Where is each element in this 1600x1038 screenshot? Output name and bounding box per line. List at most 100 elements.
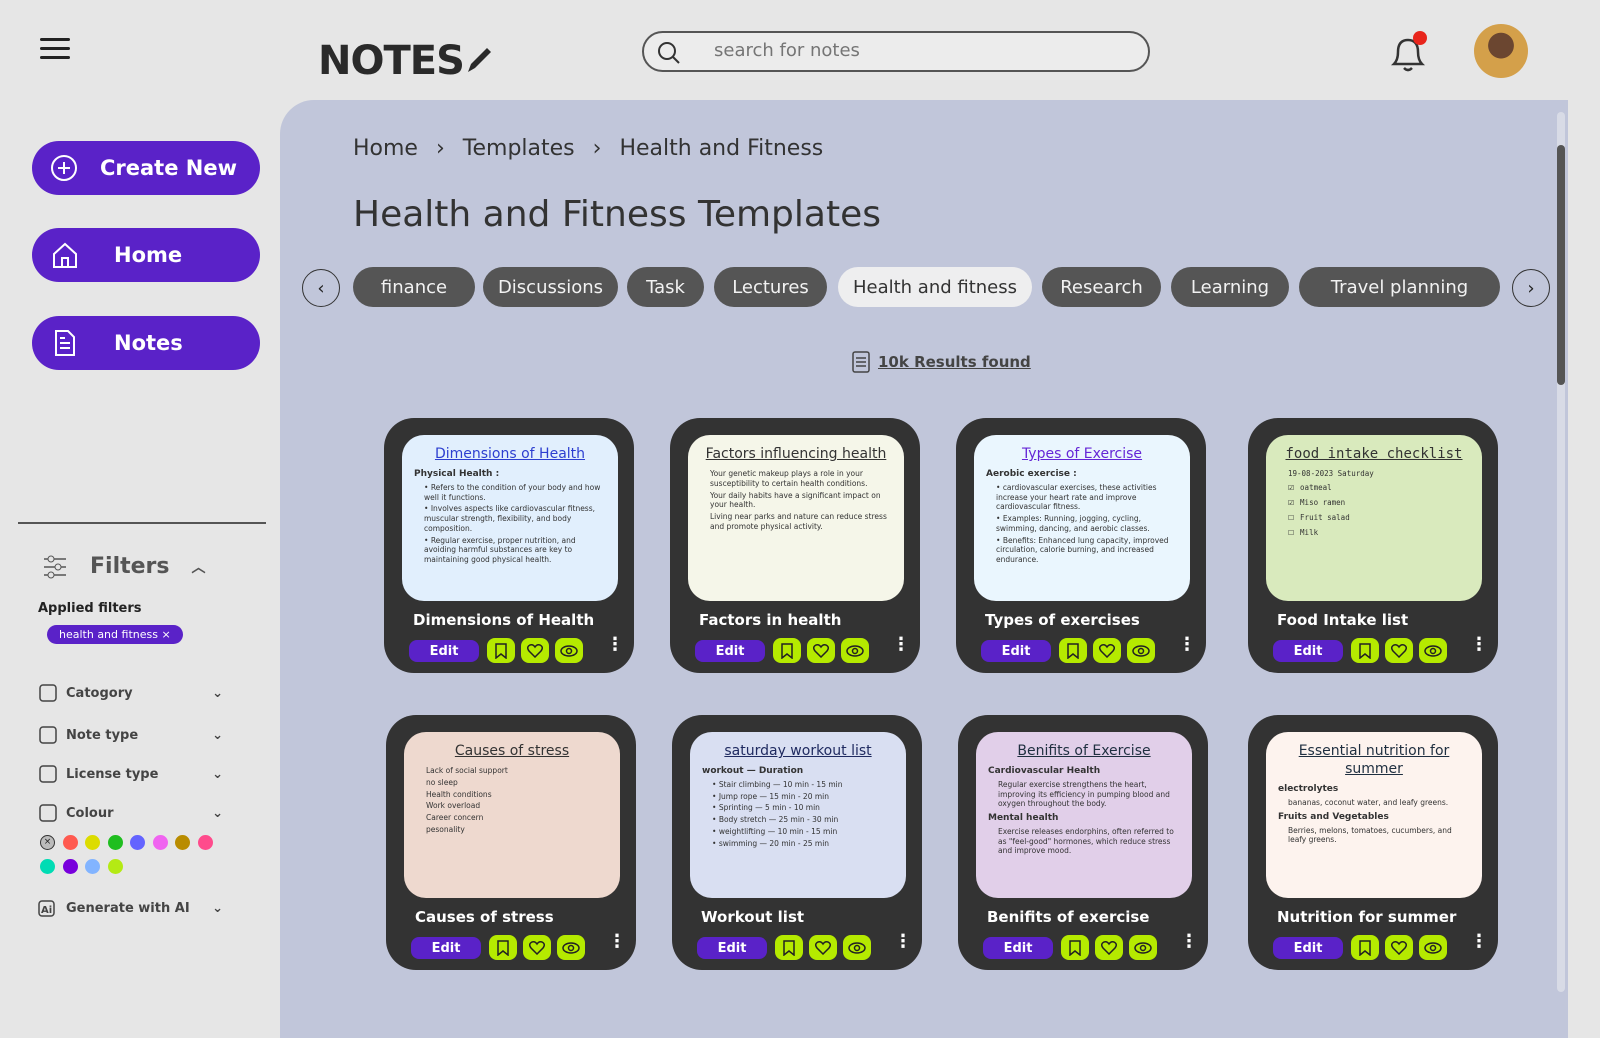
filter-colour[interactable]: Colour ⌄ (38, 803, 223, 823)
colour-swatch[interactable] (85, 859, 100, 874)
like-button[interactable] (1093, 638, 1121, 663)
like-button[interactable] (1095, 935, 1123, 960)
card-preview[interactable]: Benifits of Exercise Cardiovascular Healt… (976, 732, 1192, 898)
tab-task[interactable]: Task (627, 267, 704, 307)
hamburger-menu-icon[interactable] (40, 38, 70, 60)
generate-ai-filter[interactable]: Ai Generate with AI ⌄ (38, 898, 223, 918)
colour-swatch[interactable] (62, 859, 78, 874)
template-card[interactable]: Factors influencing health Your genetic m… (670, 418, 920, 673)
remove-filter-icon[interactable]: × (161, 628, 171, 641)
scrollbar-track[interactable] (1557, 112, 1565, 992)
create-new-button[interactable]: Create New (32, 141, 260, 195)
preview-button[interactable] (841, 638, 869, 663)
colour-swatch[interactable] (40, 859, 55, 874)
like-button[interactable] (807, 638, 835, 663)
scrollbar-thumb[interactable] (1557, 145, 1565, 385)
user-avatar[interactable] (1474, 24, 1528, 78)
bookmark-button[interactable] (775, 935, 803, 960)
colour-swatch[interactable] (152, 835, 168, 850)
breadcrumb-home[interactable]: Home (353, 136, 418, 161)
sidebar-item-notes[interactable]: Notes (32, 316, 260, 370)
more-options-icon[interactable]: ⋮ (894, 931, 912, 952)
bookmark-button[interactable] (1059, 638, 1087, 663)
template-card[interactable]: Causes of stress Lack of social support no… (386, 715, 636, 970)
filter-note-type[interactable]: Note type ⌄ (38, 725, 223, 745)
tabs-next-button[interactable]: › (1512, 269, 1550, 307)
tab-health-and-fitness[interactable]: Health and fitness (838, 267, 1032, 307)
colour-swatch[interactable] (130, 835, 145, 850)
tab-research[interactable]: Research (1042, 267, 1161, 307)
like-button[interactable] (809, 935, 837, 960)
colour-swatch[interactable] (175, 835, 190, 850)
preview-button[interactable] (1127, 638, 1155, 663)
bookmark-button[interactable] (1351, 935, 1379, 960)
card-preview[interactable]: food intake checklist 19-08-2023 Saturday… (1266, 435, 1482, 601)
tab-discussions[interactable]: Discussions (483, 267, 618, 307)
like-button[interactable] (1385, 638, 1413, 663)
search-input[interactable] (714, 40, 1114, 61)
colour-swatch[interactable] (107, 835, 123, 850)
notification-bell-icon[interactable] (1386, 30, 1432, 80)
tabs-prev-button[interactable]: ‹ (302, 269, 340, 307)
more-options-icon[interactable]: ⋮ (1178, 634, 1196, 655)
edit-button[interactable]: Edit (983, 937, 1053, 959)
preview-button[interactable] (557, 935, 585, 960)
edit-button[interactable]: Edit (697, 937, 767, 959)
breadcrumb-templates[interactable]: Templates (462, 136, 575, 161)
more-options-icon[interactable]: ⋮ (1470, 634, 1488, 655)
search-bar[interactable] (642, 31, 1150, 72)
results-count[interactable]: 10k Results found (852, 351, 1031, 373)
sidebar-item-home[interactable]: Home (32, 228, 260, 282)
preview-button[interactable] (1129, 935, 1157, 960)
tab-travel-planning[interactable]: Travel planning (1299, 267, 1500, 307)
more-options-icon[interactable]: ⋮ (892, 634, 910, 655)
template-card[interactable]: Essential nutrition for summer electrolyt… (1248, 715, 1498, 970)
colour-swatch[interactable] (62, 835, 78, 850)
bookmark-button[interactable] (1351, 638, 1379, 663)
colour-swatch[interactable] (85, 835, 100, 850)
bookmark-button[interactable] (487, 638, 515, 663)
colour-swatch[interactable] (197, 835, 213, 850)
applied-filter-chip[interactable]: health and fitness × (47, 625, 183, 644)
edit-button[interactable]: Edit (411, 937, 481, 959)
edit-button[interactable]: Edit (1273, 640, 1343, 662)
template-card[interactable]: Dimensions of Health Physical Health : Ref… (384, 418, 634, 673)
card-preview[interactable]: Types of Exercise Aerobic exercise : cardi… (974, 435, 1190, 601)
clear-colour-button[interactable]: × (38, 835, 58, 855)
more-options-icon[interactable]: ⋮ (1180, 931, 1198, 952)
filter-catogory[interactable]: Catogory ⌄ (38, 683, 223, 703)
tab-learning[interactable]: Learning (1171, 267, 1289, 307)
card-preview[interactable]: Factors influencing health Your genetic m… (688, 435, 904, 601)
bookmark-button[interactable] (489, 935, 517, 960)
filter-license-type[interactable]: License type ⌄ (38, 764, 223, 784)
more-options-icon[interactable]: ⋮ (608, 931, 626, 952)
preview-button[interactable] (843, 935, 871, 960)
card-preview[interactable]: saturday workout list workout — Duration S… (690, 732, 906, 898)
card-preview[interactable]: Causes of stress Lack of social support no… (404, 732, 620, 898)
bookmark-button[interactable] (773, 638, 801, 663)
chevron-down-icon: ⌄ (212, 727, 223, 743)
edit-button[interactable]: Edit (409, 640, 479, 662)
template-card[interactable]: Benifits of Exercise Cardiovascular Healt… (958, 715, 1208, 970)
tab-lectures[interactable]: Lectures (714, 267, 827, 307)
tab-finance[interactable]: finance (353, 267, 475, 307)
more-options-icon[interactable]: ⋮ (1470, 931, 1488, 952)
preview-button[interactable] (555, 638, 583, 663)
more-options-icon[interactable]: ⋮ (606, 634, 624, 655)
like-button[interactable] (1385, 935, 1413, 960)
template-card[interactable]: food intake checklist 19-08-2023 Saturday… (1248, 418, 1498, 673)
filters-toggle[interactable]: Filters ︿ (42, 554, 206, 579)
card-preview[interactable]: Essential nutrition for summer electrolyt… (1266, 732, 1482, 898)
edit-button[interactable]: Edit (1273, 937, 1343, 959)
colour-swatch[interactable] (107, 859, 123, 874)
like-button[interactable] (523, 935, 551, 960)
bookmark-button[interactable] (1061, 935, 1089, 960)
edit-button[interactable]: Edit (981, 640, 1051, 662)
like-button[interactable] (521, 638, 549, 663)
template-card[interactable]: Types of Exercise Aerobic exercise : cardi… (956, 418, 1206, 673)
preview-button[interactable] (1419, 935, 1447, 960)
preview-button[interactable] (1419, 638, 1447, 663)
template-card[interactable]: saturday workout list workout — Duration S… (672, 715, 922, 970)
card-preview[interactable]: Dimensions of Health Physical Health : Ref… (402, 435, 618, 601)
edit-button[interactable]: Edit (695, 640, 765, 662)
